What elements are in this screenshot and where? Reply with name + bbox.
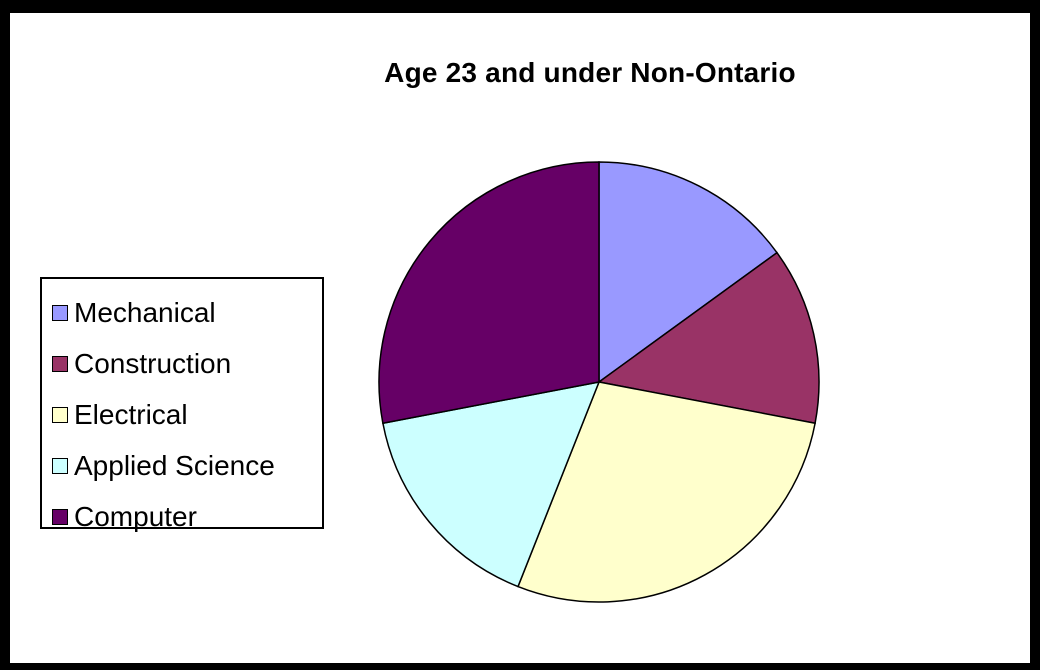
- legend-swatch: [52, 508, 68, 525]
- chart-title: Age 23 and under Non-Ontario: [384, 57, 796, 88]
- legend-item: Applied Science: [52, 440, 322, 491]
- legend-label: Applied Science: [74, 449, 275, 481]
- chart-area: Age 23 and under Non-Ontario Mechanical C…: [10, 13, 1030, 663]
- legend: Mechanical Construction Electrical Applied …: [40, 277, 324, 532]
- legend-label: Mechanical: [74, 296, 216, 328]
- legend-label: Electrical: [74, 398, 188, 430]
- legend-item: Computer: [52, 491, 322, 542]
- pie-chart: [378, 161, 820, 603]
- legend-label: Construction: [74, 347, 232, 379]
- pie-slice-construction: [597, 251, 820, 425]
- pie-slice-mechanical: [598, 161, 779, 384]
- legend-swatch: [52, 304, 68, 321]
- legend-swatch: [52, 457, 68, 474]
- legend-item: Mechanical: [52, 287, 322, 338]
- legend-item: Electrical: [52, 389, 322, 440]
- pie-slice-computer: [378, 161, 600, 425]
- legend-item: Construction: [52, 338, 322, 389]
- legend-swatch: [52, 355, 68, 372]
- pie-slice-electrical: [517, 381, 816, 603]
- pie-slice-applied-science: [382, 381, 601, 588]
- legend-swatch: [52, 406, 68, 423]
- legend-label: Computer: [74, 500, 197, 532]
